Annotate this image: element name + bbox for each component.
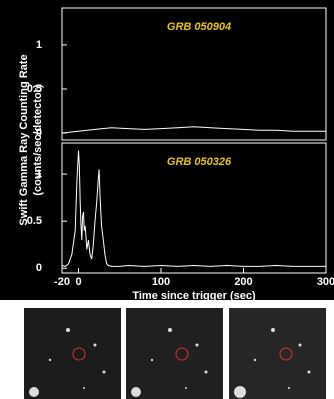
x-tick-label: 300 xyxy=(317,276,334,288)
image-panels xyxy=(24,308,326,399)
y-tick-label: 0 xyxy=(36,127,42,139)
y-tick-label: 0.5 xyxy=(27,83,42,95)
x-tick-label: 0 xyxy=(75,276,81,288)
x-tick-label: 100 xyxy=(152,276,170,288)
y-tick-label: 0 xyxy=(36,262,42,274)
x-axis-label: Time since trigger (sec) xyxy=(132,290,256,302)
chart-title: GRB 050904 xyxy=(167,21,231,33)
x-tick-label: -20 xyxy=(54,276,70,288)
x-tick-label: 200 xyxy=(234,276,252,288)
y-tick-label: 1 xyxy=(36,168,42,180)
image-panel xyxy=(229,308,326,399)
chart-title: GRB 050326 xyxy=(167,156,232,168)
y-tick-label: 0.5 xyxy=(27,215,42,227)
image-panel xyxy=(126,308,223,399)
image-panel xyxy=(24,308,121,399)
y-tick-label: 1 xyxy=(36,39,42,51)
y-axis-label: Swift Gamma Ray Counting Rate xyxy=(18,54,30,225)
figure: Swift Gamma Ray Counting Rate (counts/se… xyxy=(0,0,334,399)
plot-background xyxy=(0,0,334,300)
